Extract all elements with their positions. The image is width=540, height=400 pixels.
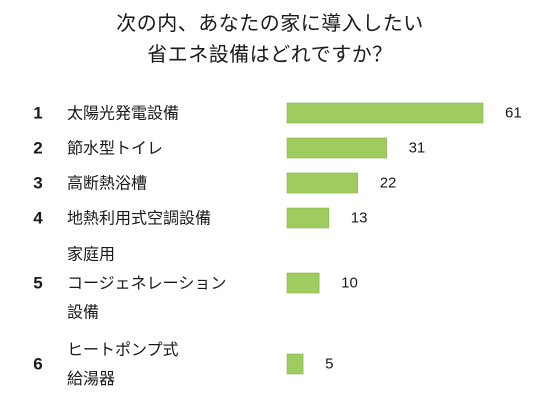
value-label: 13: [351, 210, 368, 227]
bar: [286, 137, 387, 159]
value-label: 22: [380, 175, 397, 192]
category-label: 節水型トイレ: [67, 139, 163, 158]
value-label: 5: [325, 356, 333, 373]
chart-title-line-2: 省エネ設備はどれですか？: [147, 42, 393, 66]
category-label: 給湯器: [67, 369, 115, 388]
category-label: 家庭用: [67, 245, 115, 264]
bar: [286, 272, 320, 294]
rank-label: 1: [33, 104, 42, 123]
category-label: 地熱利用式空調設備: [67, 209, 211, 228]
rank-label: 3: [33, 174, 42, 193]
rank-label: 5: [33, 274, 42, 293]
bar: [286, 172, 358, 194]
category-label: 高断熱浴槽: [67, 174, 147, 193]
value-label: 10: [341, 275, 358, 292]
category-label: ヒートポンプ式: [67, 340, 179, 359]
chart-title: 次の内、あなたの家に導入したい 省エネ設備はどれですか？: [0, 8, 540, 70]
bar: [286, 102, 484, 124]
category-label: コージェネレーション: [67, 274, 226, 293]
rank-label: 6: [33, 355, 42, 374]
value-label: 61: [505, 105, 522, 122]
value-label: 31: [409, 140, 426, 157]
rank-label: 4: [33, 209, 43, 228]
bar: [286, 207, 330, 229]
category-label: 太陽光発電設備: [67, 104, 179, 123]
chart-title-line-1: 次の内、あなたの家に導入したい: [116, 11, 424, 35]
bar: [286, 353, 304, 375]
rank-label: 2: [33, 139, 42, 158]
category-label: 設備: [67, 303, 99, 322]
